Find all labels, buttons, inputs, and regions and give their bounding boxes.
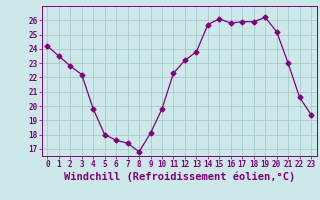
X-axis label: Windchill (Refroidissement éolien,°C): Windchill (Refroidissement éolien,°C) — [64, 172, 295, 182]
